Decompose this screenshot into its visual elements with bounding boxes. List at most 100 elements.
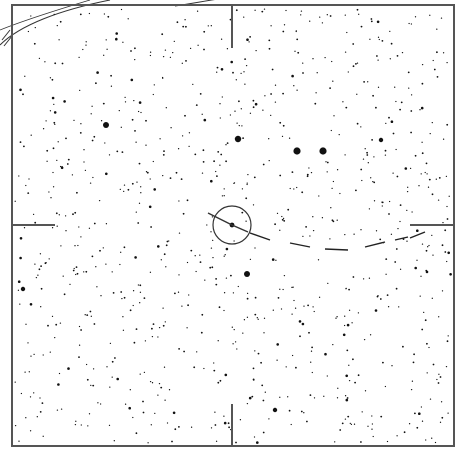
star [104,142,106,144]
star [279,174,282,177]
star [349,422,351,425]
star [281,215,283,218]
star [325,161,327,163]
star [39,411,42,413]
star [444,251,447,253]
star [276,343,280,346]
star [77,244,79,247]
star [116,150,119,153]
star [62,275,64,277]
target-reticle[interactable] [207,205,252,245]
star [342,333,346,337]
star [229,18,232,21]
star [188,145,190,148]
star [277,297,280,299]
star [27,342,29,344]
star [90,113,92,115]
star [262,109,264,111]
star [224,254,226,256]
star [355,63,357,65]
view-frame [11,4,455,447]
star [309,235,311,237]
star [27,192,30,195]
star [397,227,399,230]
star [60,245,62,247]
star [263,332,265,334]
star [172,411,176,415]
star [255,49,257,52]
star [398,306,400,308]
star [408,22,410,25]
star [329,87,331,89]
star [46,149,49,152]
star [135,328,138,330]
star [37,274,39,276]
star [95,266,97,268]
star [38,268,41,271]
star [447,251,451,255]
star [113,440,115,442]
star [20,392,23,395]
star [86,314,89,316]
star [185,60,187,62]
star [438,373,440,375]
star [246,402,249,405]
star [294,50,296,52]
star [420,275,422,277]
star [307,304,309,307]
star [402,345,404,348]
star [336,169,339,171]
star [346,349,349,352]
star [132,290,135,292]
star [57,383,60,386]
star-layer [14,8,452,444]
star [245,64,248,67]
star [214,411,216,413]
star [379,298,382,300]
star [248,396,252,400]
star [356,62,359,64]
star [220,68,224,71]
star [348,364,350,366]
star [184,114,186,117]
star [92,368,95,370]
star [282,124,285,127]
star [25,417,27,419]
star [55,212,58,215]
star [275,259,277,261]
star [257,352,260,355]
star [114,357,116,359]
star [336,316,338,318]
star [360,229,362,231]
star [442,52,445,54]
star [23,227,26,229]
star [410,23,413,25]
star [128,406,131,410]
star [67,367,70,370]
star [154,412,156,415]
star [426,372,428,374]
star [394,261,397,263]
star [295,366,297,369]
star [143,371,146,374]
star [437,199,440,201]
star [270,114,272,117]
star [192,83,194,86]
star [212,256,214,259]
star [327,282,329,285]
star [356,93,358,95]
star [58,39,60,41]
star [79,89,81,92]
star [434,441,437,444]
star [301,322,305,326]
star [163,150,165,153]
star [252,204,255,206]
star [210,231,212,233]
star [195,270,197,273]
star [421,420,424,422]
star [317,259,320,261]
star [390,42,393,45]
star [436,28,438,30]
